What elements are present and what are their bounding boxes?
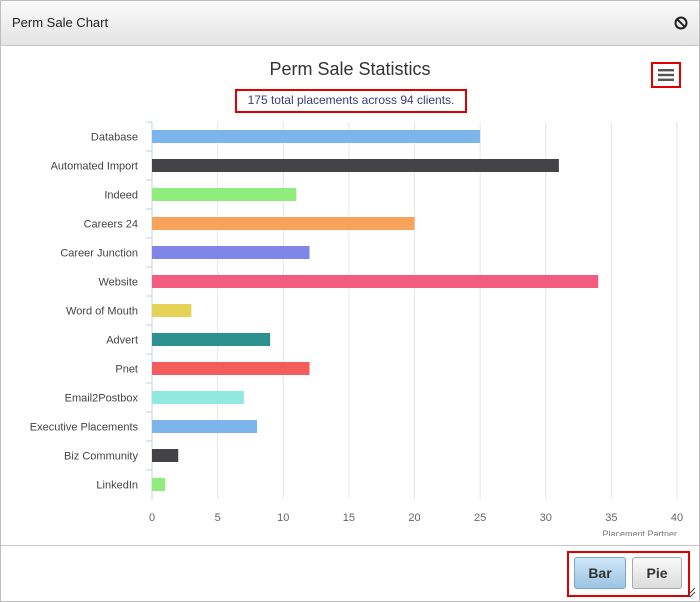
category-label: Executive Placements [30,422,139,434]
category-label: LinkedIn [96,480,138,492]
x-tick-label: 10 [277,512,289,524]
x-tick-label: 0 [149,512,155,524]
chart-type-switcher: Bar Pie [567,551,690,597]
chart-menu-button[interactable] [651,62,681,88]
category-label: Biz Community [64,451,138,463]
x-tick-label: 5 [215,512,221,524]
x-tick-label: 35 [605,512,617,524]
bar-button[interactable]: Bar [574,557,626,589]
category-label: Database [91,132,138,144]
bar [152,333,271,346]
bar [152,130,481,143]
hamburger-menu-icon [658,69,674,81]
pie-button[interactable]: Pie [632,557,682,589]
bar [152,159,559,172]
bar [152,391,244,404]
bar [152,304,192,317]
category-label: Career Junction [60,248,138,260]
category-label: Website [98,277,138,289]
category-label: Advert [106,335,138,347]
close-icon[interactable] [674,16,688,30]
bar [152,246,310,259]
bar [152,188,297,201]
x-tick-label: 25 [474,512,486,524]
x-tick-label: 40 [671,512,683,524]
footer-divider [1,545,699,546]
category-label: Word of Mouth [66,306,138,318]
bar-chart: 0 5 10 15 20 25 30 35 40 Database Automated Import… [30,121,683,536]
bar [152,449,179,462]
subtitle-highlight: 175 total placements across 94 clients. [235,89,467,113]
bar [152,275,599,288]
category-label: Indeed [104,190,138,202]
bar [152,362,310,375]
x-tick-label: 15 [343,512,355,524]
chart-title: Perm Sale Statistics [269,59,431,79]
category-label: Pnet [115,364,138,376]
category-label: Careers 24 [84,219,138,231]
axis-title: Placement Partner [602,529,677,536]
bar [152,478,166,491]
bar [152,217,415,230]
x-tick-label: 20 [408,512,420,524]
x-tick-label: 30 [540,512,552,524]
category-label: Email2Postbox [65,393,139,405]
resize-handle-icon[interactable] [684,586,696,598]
category-label: Automated Import [51,161,138,173]
window-titlebar: Perm Sale Chart [1,1,699,46]
chart-subtitle: 175 total placements across 94 clients. [247,93,455,107]
bar [152,420,257,433]
window-title: Perm Sale Chart [12,15,109,30]
